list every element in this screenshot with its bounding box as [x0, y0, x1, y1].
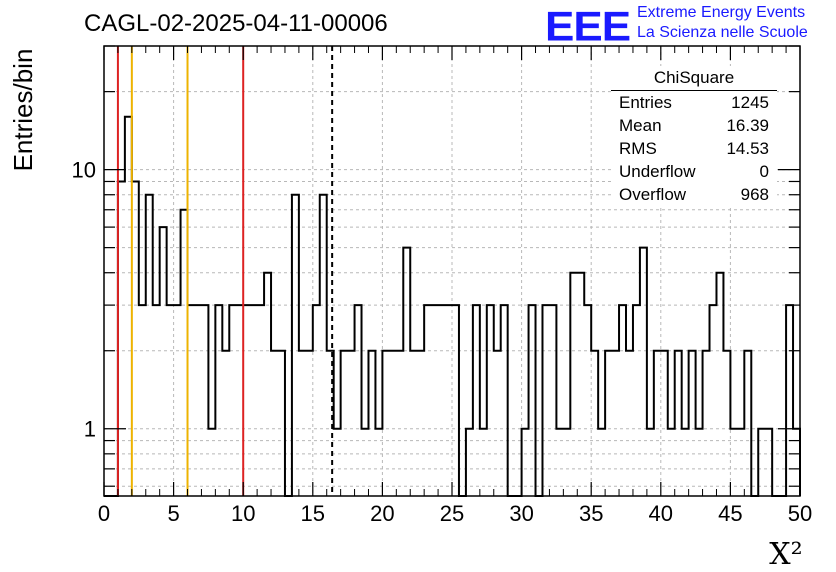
stats-title: ChiSquare [611, 66, 777, 91]
logo-tagline-1: Extreme Energy Events [637, 4, 806, 21]
stats-label: Mean [619, 116, 662, 135]
stats-label: RMS [619, 139, 657, 158]
stats-value: 0 [759, 162, 769, 181]
stats-row-underflow: Underflow 0 [611, 160, 777, 183]
x-tick-label: 15 [301, 501, 325, 526]
eee-logo: EEE [545, 3, 631, 50]
x-axis-label: X² [769, 537, 802, 572]
stats-value: 14.53 [726, 139, 769, 158]
axis-layer: 0 5 10 15 20 25 30 35 40 45 50 1 10 [72, 45, 812, 526]
reference-lines-layer [116, 46, 334, 496]
stats-box: ChiSquare Entries 1245 Mean 16.39 RMS 14… [611, 66, 777, 206]
x-tick-label: 40 [649, 501, 673, 526]
y-tick-label: 1 [84, 417, 96, 442]
x-tick-label: 20 [370, 501, 394, 526]
stats-row-mean: Mean 16.39 [611, 114, 777, 137]
y-tick-label: 10 [72, 158, 96, 183]
x-tick-label: 35 [579, 501, 603, 526]
run-title: CAGL-02-2025-04-11-00006 [84, 10, 388, 37]
stats-value: 16.39 [726, 116, 769, 135]
stats-row-rms: RMS 14.53 [611, 137, 777, 160]
logo-tagline-2: La Scienza nelle Scuole [637, 24, 808, 41]
histogram-outline [104, 115, 801, 497]
stats-label: Overflow [619, 185, 687, 204]
stats-value: 1245 [731, 93, 769, 112]
stats-label: Underflow [619, 162, 696, 181]
histogram-layer [104, 115, 801, 497]
x-tick-label: 5 [167, 501, 179, 526]
x-tick-label: 25 [440, 501, 464, 526]
stats-value: 968 [740, 185, 769, 204]
y-axis-label: Entries/bin [8, 49, 38, 172]
x-tick-label: 50 [788, 501, 812, 526]
stats-row-entries: Entries 1245 [611, 91, 777, 114]
x-tick-label: 30 [509, 501, 533, 526]
x-tick-label: 10 [231, 501, 255, 526]
stats-row-overflow: Overflow 968 [611, 183, 777, 206]
stats-label: Entries [619, 93, 672, 112]
x-tick-label: 45 [718, 501, 742, 526]
x-tick-label: 0 [98, 501, 110, 526]
